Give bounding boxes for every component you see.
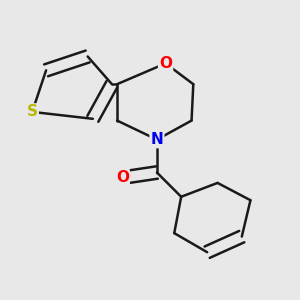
Text: N: N	[151, 132, 163, 147]
Text: O: O	[159, 56, 172, 71]
Text: S: S	[27, 104, 38, 119]
Text: O: O	[116, 170, 129, 185]
